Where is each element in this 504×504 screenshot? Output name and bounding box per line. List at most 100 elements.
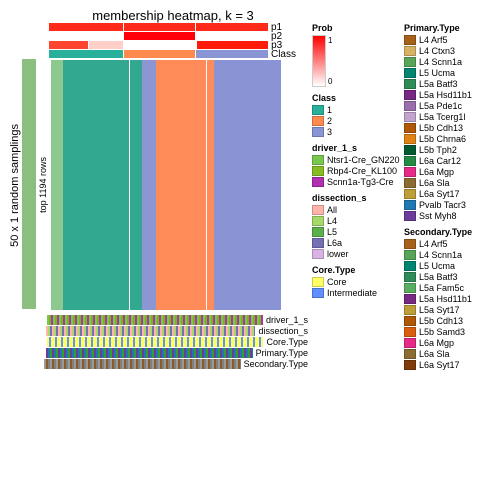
swatch-icon [312,166,324,176]
legend-item: L5b Cdh13 [404,316,496,326]
swatch-icon [404,283,416,293]
legend-item: L6a Sla [404,178,496,188]
legend-item: L5b Tph2 [404,145,496,155]
swatch-icon [312,205,324,215]
bottom-annotation-tracks: driver_1_sdissection_sCore.TypePrimary.T… [8,315,308,369]
swatch-icon [404,167,416,177]
swatch-icon [404,112,416,122]
swatch-icon [312,238,324,248]
legend-item: L5b Chrna6 [404,134,496,144]
bottom-track: Core.Type [8,337,308,347]
swatch-icon [404,250,416,260]
y-axis-label: 50 x 1 random samplings [8,59,22,311]
top-track: p3 [8,41,308,49]
swatch-icon [312,127,324,137]
legend-item: L5a Tcerg1l [404,112,496,122]
legend-block: Core.TypeCoreIntermediate [312,265,404,298]
swatch-icon [404,156,416,166]
swatch-icon [404,79,416,89]
legend-column-1: Prob10Class123driver_1_sNtsr1-Cre_GN220R… [308,23,404,376]
legend-item: L5a Batf3 [404,79,496,89]
heatmap-main [50,59,282,311]
top-track: p2 [8,32,308,40]
legend-item: L5 Ucma [404,68,496,78]
legend-item: 1 [312,105,404,115]
legend-item: L6a Syt17 [404,360,496,370]
swatch-icon [312,249,324,259]
swatch-icon [312,155,324,165]
legend-item: L6a Syt17 [404,189,496,199]
swatch-icon [404,189,416,199]
y-axis-sublabel: top 1194 rows [36,59,50,311]
legend-item: Core [312,277,404,287]
swatch-icon [404,46,416,56]
swatch-icon [404,123,416,133]
legend-item: L5a Batf3 [404,272,496,282]
legend-item: L5 Ucma [404,261,496,271]
legend-item: Sst Myh8 [404,211,496,221]
bottom-track: dissection_s [8,326,308,336]
bottom-track: Secondary.Type [8,359,308,369]
legend-item: L6a Car12 [404,156,496,166]
legend-item: Scnn1a-Tg3-Cre [312,177,404,187]
legend-item: 3 [312,127,404,137]
legend-block: Secondary.TypeL4 Arf5L4 Scnn1aL5 UcmaL5a… [404,227,496,370]
legend-item: L4 Ctxn3 [404,46,496,56]
swatch-icon [312,116,324,126]
legend-item: L5b Samd3 [404,327,496,337]
legend-item: L5a Hsd11b1 [404,90,496,100]
legend-item: L5a Syt17 [404,305,496,315]
swatch-icon [312,105,324,115]
legend-item: L4 Arf5 [404,35,496,45]
legend-item: Ntsr1-Cre_GN220 [312,155,404,165]
swatch-icon [404,134,416,144]
legend-item: L5a Fam5c [404,283,496,293]
legend-item: L5a Hsd11b1 [404,294,496,304]
legend-item: L6a Mgp [404,167,496,177]
swatch-icon [404,57,416,67]
legend-item: L5b Cdh13 [404,123,496,133]
legend-item: Intermediate [312,288,404,298]
legend-item: L6a [312,238,404,248]
swatch-icon [404,338,416,348]
legend-item: L6a Sla [404,349,496,359]
legend-block: dissection_sAllL4L5L6alower [312,193,404,259]
legend-block: Class123 [312,93,404,137]
legend-item: lower [312,249,404,259]
swatch-icon [404,294,416,304]
swatch-icon [312,288,324,298]
swatch-icon [404,360,416,370]
swatch-icon [312,216,324,226]
legend-item: L4 [312,216,404,226]
swatch-icon [404,211,416,221]
swatch-icon [404,305,416,315]
legend-block: driver_1_sNtsr1-Cre_GN220Rbp4-Cre_KL100S… [312,143,404,187]
swatch-icon [312,277,324,287]
swatch-icon [404,272,416,282]
swatch-icon [404,239,416,249]
legend-block: Primary.TypeL4 Arf5L4 Ctxn3L4 Scnn1aL5 U… [404,23,496,221]
top-track: p1 [8,23,308,31]
legend-item: L4 Scnn1a [404,250,496,260]
chart-container: p1p2p3Class 50 x 1 random samplings top … [8,23,496,376]
swatch-icon [404,68,416,78]
swatch-icon [312,177,324,187]
legend-column-2: Primary.TypeL4 Arf5L4 Ctxn3L4 Scnn1aL5 U… [404,23,496,376]
swatch-icon [404,200,416,210]
swatch-icon [404,35,416,45]
heatmap-body: 50 x 1 random samplings top 1194 rows [8,59,308,311]
swatch-icon [404,101,416,111]
legend-item: Rbp4-Cre_KL100 [312,166,404,176]
top-track: Class [8,50,308,58]
legend-item: L4 Arf5 [404,239,496,249]
bottom-track: driver_1_s [8,315,308,325]
chart-title: membership heatmap, k = 3 [48,8,298,23]
swatch-icon [404,90,416,100]
legend-item: Pvalb Tacr3 [404,200,496,210]
swatch-icon [312,227,324,237]
legend-item: 2 [312,116,404,126]
legend-item: L5a Pde1c [404,101,496,111]
legend-item: L6a Mgp [404,338,496,348]
legend-item: L4 Scnn1a [404,57,496,67]
legend-item: All [312,205,404,215]
